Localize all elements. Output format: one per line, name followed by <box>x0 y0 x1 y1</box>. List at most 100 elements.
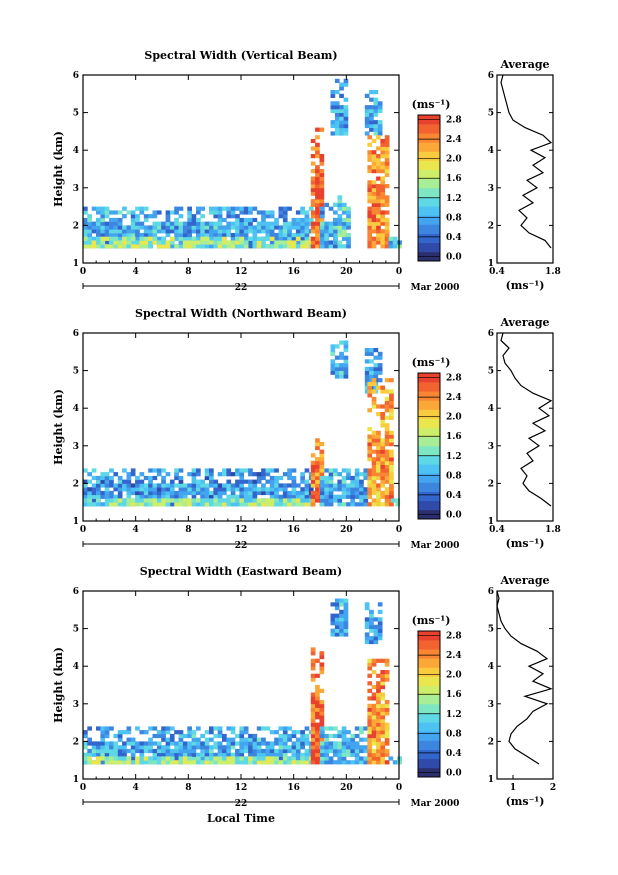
heatmap-cell <box>109 232 114 238</box>
heatmap-cell <box>278 733 284 739</box>
month-label: Mar 2000 <box>411 799 460 809</box>
heatmap-cell <box>295 730 301 735</box>
heatmap-cell <box>324 236 329 241</box>
heatmap-cell <box>287 229 292 234</box>
heatmap-cell <box>217 244 223 249</box>
heatmap-cell <box>354 756 360 761</box>
heatmap-cell <box>256 752 262 757</box>
heatmap-cell <box>182 490 188 496</box>
heatmap-cell <box>376 741 381 746</box>
heatmap-cell <box>217 490 223 496</box>
heatmap-cell <box>354 479 360 484</box>
heatmap-cell <box>384 438 390 443</box>
heatmap-cell <box>113 487 119 492</box>
heatmap-cell <box>367 715 373 720</box>
heatmap-cell <box>256 244 262 249</box>
heatmap-cell <box>287 206 292 211</box>
heatmap-cell <box>274 502 279 507</box>
heatmap-cell <box>161 244 166 249</box>
heatmap-cell <box>308 206 314 211</box>
heatmap-cell <box>287 225 292 230</box>
heatmap-cell <box>248 498 253 503</box>
heatmap-cell <box>350 733 356 739</box>
heatmap-cell <box>380 195 386 200</box>
heatmap-cell <box>343 632 349 637</box>
heatmap-cell <box>333 468 338 473</box>
average-x-label: (ms⁻¹) <box>506 537 545 550</box>
heatmap-cell <box>371 191 377 196</box>
average-y-tick-label: 1 <box>488 517 494 527</box>
heatmap-cell <box>235 221 240 226</box>
heatmap-cell <box>291 232 297 238</box>
heatmap-cell <box>371 460 377 465</box>
heatmap-cell <box>371 396 377 402</box>
heatmap-cell <box>152 502 158 507</box>
heatmap-cell <box>169 494 175 499</box>
heatmap-cell <box>376 752 381 757</box>
colorbar-swatch <box>418 694 440 705</box>
heatmap-cell <box>239 487 245 492</box>
heatmap-cell <box>222 240 227 245</box>
heatmap-cell <box>324 475 329 481</box>
heatmap-region <box>367 378 394 507</box>
heatmap-cell <box>371 449 377 454</box>
heatmap-cell <box>376 232 381 238</box>
heatmap-cell <box>252 490 258 496</box>
heatmap-cell <box>135 748 140 754</box>
heatmap-cell <box>310 187 316 192</box>
heatmap-cell <box>337 748 343 754</box>
heatmap-cell <box>363 760 369 765</box>
heatmap-cell <box>161 236 166 241</box>
heatmap-cell <box>217 726 223 731</box>
heatmap-cell <box>243 468 249 473</box>
heatmap-cell <box>373 363 379 368</box>
heatmap-cell <box>376 711 381 716</box>
heatmap-cell <box>333 752 338 757</box>
heatmap-cell <box>226 726 232 731</box>
colorbar-swatch <box>418 713 440 723</box>
day-label: 22 <box>235 799 248 809</box>
heatmap-cell <box>239 217 245 223</box>
heatmap-cell <box>187 490 192 496</box>
heatmap-cell <box>83 206 88 211</box>
heatmap-cell <box>174 217 179 223</box>
heatmap-cell <box>178 487 184 492</box>
heatmap-cell <box>310 748 316 754</box>
heatmap-cell <box>380 445 386 450</box>
heatmap-cell <box>143 240 149 245</box>
heatmap-cell <box>96 494 101 499</box>
heatmap-cell <box>243 726 249 731</box>
heatmap-cell <box>310 229 316 234</box>
heatmap-cell <box>380 733 386 739</box>
heatmap-cell <box>109 726 114 731</box>
heatmap-cell <box>371 404 377 409</box>
x-tick-label: 0 <box>396 267 402 277</box>
heatmap-cell <box>384 703 390 708</box>
heatmap-cell <box>143 745 149 750</box>
heatmap-cell <box>389 453 394 458</box>
heatmap-cells <box>83 78 402 249</box>
heatmap-cell <box>337 199 343 204</box>
heatmap-cell <box>261 726 266 731</box>
heatmap-cell <box>96 244 101 249</box>
heatmap-cell <box>278 240 284 245</box>
heatmap-cell <box>328 225 334 230</box>
average-profile-line <box>496 590 553 765</box>
colorbar-swatch <box>418 455 440 465</box>
heatmap-cell <box>209 726 214 731</box>
heatmap-cell <box>363 487 369 492</box>
heatmap-cell <box>261 483 266 488</box>
heatmap-cell <box>261 760 266 765</box>
heatmap-cell <box>333 726 338 731</box>
heatmap-cell <box>122 225 127 230</box>
heatmap-cell <box>126 229 132 234</box>
heatmap-cell <box>83 479 88 484</box>
heatmap-cell <box>222 756 227 761</box>
heatmap-cell <box>182 221 188 226</box>
x-tick-label: 4 <box>133 525 139 535</box>
heatmap-cell <box>126 494 132 499</box>
heatmap-cell <box>333 760 338 765</box>
heatmap-cell <box>104 726 110 731</box>
heatmap-cell <box>369 123 374 129</box>
heatmap-cell <box>230 752 236 757</box>
